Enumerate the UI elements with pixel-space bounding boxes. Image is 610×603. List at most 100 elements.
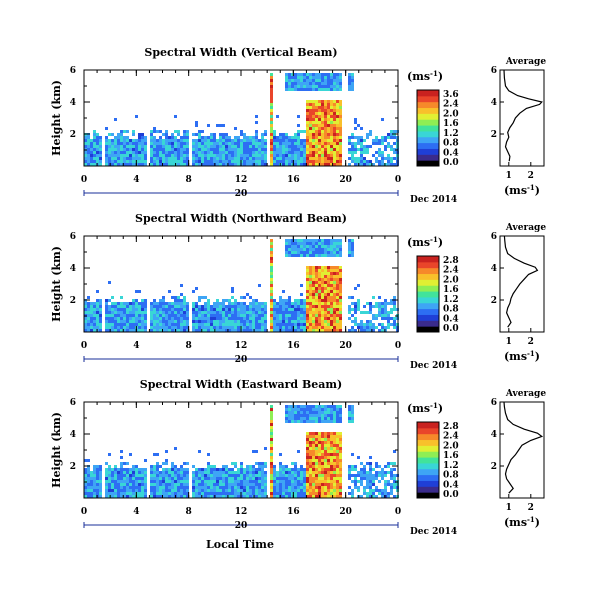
heatmap-cell xyxy=(312,444,315,447)
heatmap-cell xyxy=(330,121,333,124)
heatmap-cell xyxy=(294,239,297,242)
heatmap-cell xyxy=(213,492,216,495)
heatmap-cell xyxy=(333,242,336,245)
heatmap-cell xyxy=(243,142,246,145)
heatmap-cell xyxy=(333,136,336,139)
heatmap-cell xyxy=(177,160,180,163)
heatmap-cell xyxy=(279,136,282,139)
heatmap-cell xyxy=(87,468,90,471)
heatmap-cell xyxy=(354,323,357,326)
heatmap-cell xyxy=(249,157,252,160)
heatmap-cell xyxy=(279,320,282,323)
heatmap-cell xyxy=(156,145,159,148)
heatmap-cell xyxy=(294,483,297,486)
heatmap-cell xyxy=(270,483,273,486)
heatmap-cell xyxy=(285,139,288,142)
heatmap-cell xyxy=(324,275,327,278)
heatmap-cell xyxy=(261,326,264,329)
heatmap-cell xyxy=(336,444,339,447)
heatmap-cell xyxy=(252,154,255,157)
heatmap-cell xyxy=(228,471,231,474)
heatmap-cell xyxy=(303,323,306,326)
heatmap-cell xyxy=(123,483,126,486)
heatmap-cell xyxy=(330,109,333,112)
heatmap-cell xyxy=(138,142,141,145)
heatmap-cell xyxy=(309,124,312,127)
heatmap-cell xyxy=(309,453,312,456)
heatmap-cell xyxy=(186,486,189,489)
heatmap-cell xyxy=(312,293,315,296)
heatmap-cell xyxy=(231,157,234,160)
heatmap-cell xyxy=(204,471,207,474)
heatmap-cell xyxy=(291,411,294,414)
heatmap-cell xyxy=(216,474,219,477)
heatmap-cell xyxy=(87,148,90,151)
heatmap-cell xyxy=(264,480,267,483)
heatmap-cell xyxy=(336,492,339,495)
heatmap-cell xyxy=(87,495,90,498)
heatmap-cell xyxy=(291,76,294,79)
heatmap-cell xyxy=(87,163,90,166)
heatmap-cell xyxy=(84,305,87,308)
heatmap-cell xyxy=(234,474,237,477)
heatmap-cell xyxy=(294,302,297,305)
heatmap-cell xyxy=(315,109,318,112)
colorbar-swatch xyxy=(417,136,439,144)
heatmap-cell xyxy=(222,477,225,480)
heatmap-cell xyxy=(291,142,294,145)
heatmap-cell xyxy=(234,495,237,498)
heatmap-cell xyxy=(285,154,288,157)
heatmap-cell xyxy=(327,130,330,133)
heatmap-cell xyxy=(144,477,147,480)
heatmap-cell xyxy=(120,477,123,480)
heatmap-cell xyxy=(339,148,342,151)
heatmap-cell xyxy=(138,290,141,293)
heatmap-cell xyxy=(228,299,231,302)
heatmap-cell xyxy=(99,471,102,474)
heatmap-cell xyxy=(321,444,324,447)
heatmap-cell xyxy=(333,296,336,299)
heatmap-cell xyxy=(279,474,282,477)
heatmap-cell xyxy=(249,136,252,139)
heatmap-cell xyxy=(339,133,342,136)
heatmap-cell xyxy=(294,154,297,157)
heatmap-cell xyxy=(255,115,258,118)
heatmap-cell xyxy=(312,242,315,245)
heatmap-cell xyxy=(171,323,174,326)
heatmap-cell xyxy=(330,462,333,465)
heatmap-cell xyxy=(306,79,309,82)
heatmap-cell xyxy=(126,305,129,308)
heatmap-cell xyxy=(297,299,300,302)
heatmap-cell xyxy=(252,471,255,474)
heatmap-cell xyxy=(306,417,309,420)
heatmap-cell xyxy=(96,480,99,483)
heatmap-cell xyxy=(336,326,339,329)
heatmap-cell xyxy=(207,480,210,483)
heatmap-cell xyxy=(291,471,294,474)
heatmap-cell xyxy=(132,486,135,489)
heatmap-cell xyxy=(285,405,288,408)
heatmap-cell xyxy=(306,88,309,91)
heatmap-cell xyxy=(288,142,291,145)
heatmap-cell xyxy=(111,483,114,486)
heatmap-cell xyxy=(108,151,111,154)
heatmap-cell xyxy=(243,151,246,154)
heatmap-cell xyxy=(87,317,90,320)
heatmap-cell xyxy=(105,302,108,305)
heatmap-cell xyxy=(276,154,279,157)
heatmap-cell xyxy=(333,465,336,468)
heatmap-cell xyxy=(216,495,219,498)
heatmap-cell xyxy=(261,329,264,332)
heatmap-cell xyxy=(333,447,336,450)
heatmap-cell xyxy=(354,121,357,124)
heatmap-cell xyxy=(285,308,288,311)
heatmap-cell xyxy=(393,480,396,483)
heatmap-cell xyxy=(312,73,315,76)
heatmap-cell xyxy=(366,480,369,483)
heatmap-cell xyxy=(315,145,318,148)
heatmap-cell xyxy=(87,305,90,308)
heatmap-cell xyxy=(312,405,315,408)
heatmap-cell xyxy=(372,142,375,145)
heatmap-cell xyxy=(285,151,288,154)
heatmap-cell xyxy=(303,474,306,477)
